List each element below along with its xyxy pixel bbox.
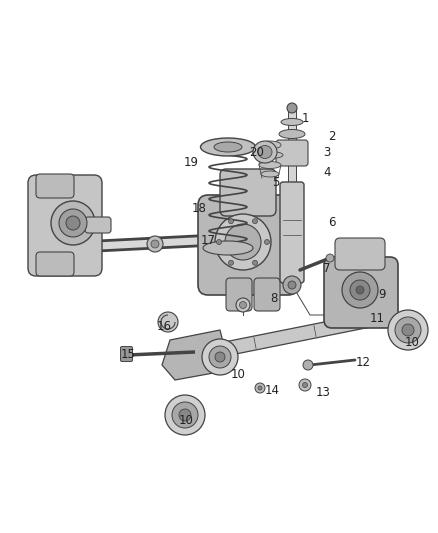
Text: 3: 3 bbox=[323, 147, 330, 159]
FancyBboxPatch shape bbox=[220, 169, 276, 216]
Text: 18: 18 bbox=[192, 201, 207, 214]
Ellipse shape bbox=[214, 142, 242, 152]
Circle shape bbox=[252, 260, 258, 265]
FancyBboxPatch shape bbox=[120, 346, 133, 361]
Circle shape bbox=[215, 214, 271, 270]
Circle shape bbox=[147, 236, 163, 252]
Ellipse shape bbox=[259, 161, 281, 168]
FancyBboxPatch shape bbox=[276, 140, 308, 166]
Text: 11: 11 bbox=[370, 311, 385, 325]
Ellipse shape bbox=[253, 141, 277, 163]
Text: 19: 19 bbox=[184, 156, 199, 168]
Text: 9: 9 bbox=[378, 288, 385, 302]
Text: 4: 4 bbox=[323, 166, 331, 179]
Circle shape bbox=[229, 260, 233, 265]
Text: 8: 8 bbox=[270, 292, 277, 304]
Ellipse shape bbox=[257, 151, 283, 158]
FancyBboxPatch shape bbox=[36, 174, 74, 198]
Circle shape bbox=[388, 310, 428, 350]
Ellipse shape bbox=[203, 241, 253, 255]
Circle shape bbox=[59, 209, 87, 237]
Circle shape bbox=[158, 312, 178, 332]
Ellipse shape bbox=[259, 141, 281, 149]
FancyBboxPatch shape bbox=[280, 182, 304, 283]
Text: 17: 17 bbox=[201, 235, 216, 247]
Circle shape bbox=[299, 379, 311, 391]
Text: 7: 7 bbox=[323, 262, 331, 274]
Circle shape bbox=[215, 352, 225, 362]
Text: 16: 16 bbox=[157, 320, 172, 334]
Circle shape bbox=[356, 286, 364, 294]
Polygon shape bbox=[162, 330, 230, 380]
Circle shape bbox=[326, 254, 334, 262]
Circle shape bbox=[202, 339, 238, 375]
Circle shape bbox=[179, 409, 191, 421]
Text: 12: 12 bbox=[356, 357, 371, 369]
FancyBboxPatch shape bbox=[85, 217, 111, 233]
FancyBboxPatch shape bbox=[36, 252, 74, 276]
Polygon shape bbox=[58, 233, 255, 253]
Ellipse shape bbox=[261, 171, 279, 177]
Circle shape bbox=[151, 240, 159, 248]
Circle shape bbox=[209, 346, 231, 368]
FancyBboxPatch shape bbox=[28, 175, 102, 276]
Circle shape bbox=[283, 276, 301, 294]
Ellipse shape bbox=[281, 118, 303, 125]
Circle shape bbox=[66, 216, 80, 230]
Text: 15: 15 bbox=[121, 349, 136, 361]
Text: 1: 1 bbox=[302, 111, 310, 125]
Text: 10: 10 bbox=[405, 335, 420, 349]
Text: 6: 6 bbox=[328, 215, 336, 229]
Circle shape bbox=[303, 360, 313, 370]
Circle shape bbox=[165, 395, 205, 435]
Circle shape bbox=[240, 302, 247, 309]
FancyBboxPatch shape bbox=[226, 278, 252, 311]
Text: 13: 13 bbox=[316, 386, 331, 400]
Circle shape bbox=[252, 219, 258, 224]
Circle shape bbox=[402, 324, 414, 336]
Circle shape bbox=[350, 280, 370, 300]
FancyBboxPatch shape bbox=[254, 278, 280, 311]
Circle shape bbox=[265, 239, 269, 245]
Circle shape bbox=[303, 383, 307, 387]
FancyBboxPatch shape bbox=[324, 257, 398, 328]
Circle shape bbox=[229, 219, 233, 224]
Polygon shape bbox=[194, 308, 396, 362]
Circle shape bbox=[287, 103, 297, 113]
Text: 20: 20 bbox=[249, 146, 264, 158]
Bar bbox=[288, 108, 296, 198]
Text: 10: 10 bbox=[231, 368, 246, 382]
Circle shape bbox=[216, 239, 222, 245]
Text: 5: 5 bbox=[272, 175, 279, 189]
Circle shape bbox=[288, 281, 296, 289]
FancyBboxPatch shape bbox=[198, 195, 298, 295]
Circle shape bbox=[51, 201, 95, 245]
Ellipse shape bbox=[279, 130, 305, 139]
Ellipse shape bbox=[201, 138, 255, 156]
Circle shape bbox=[172, 402, 198, 428]
Circle shape bbox=[395, 317, 421, 343]
Text: 14: 14 bbox=[265, 384, 280, 397]
FancyBboxPatch shape bbox=[335, 238, 385, 270]
Circle shape bbox=[342, 272, 378, 308]
Circle shape bbox=[255, 383, 265, 393]
Ellipse shape bbox=[258, 146, 272, 158]
Circle shape bbox=[258, 386, 262, 390]
Text: 2: 2 bbox=[328, 130, 336, 142]
Circle shape bbox=[225, 224, 261, 260]
Text: 10: 10 bbox=[179, 414, 194, 426]
Circle shape bbox=[236, 298, 250, 312]
